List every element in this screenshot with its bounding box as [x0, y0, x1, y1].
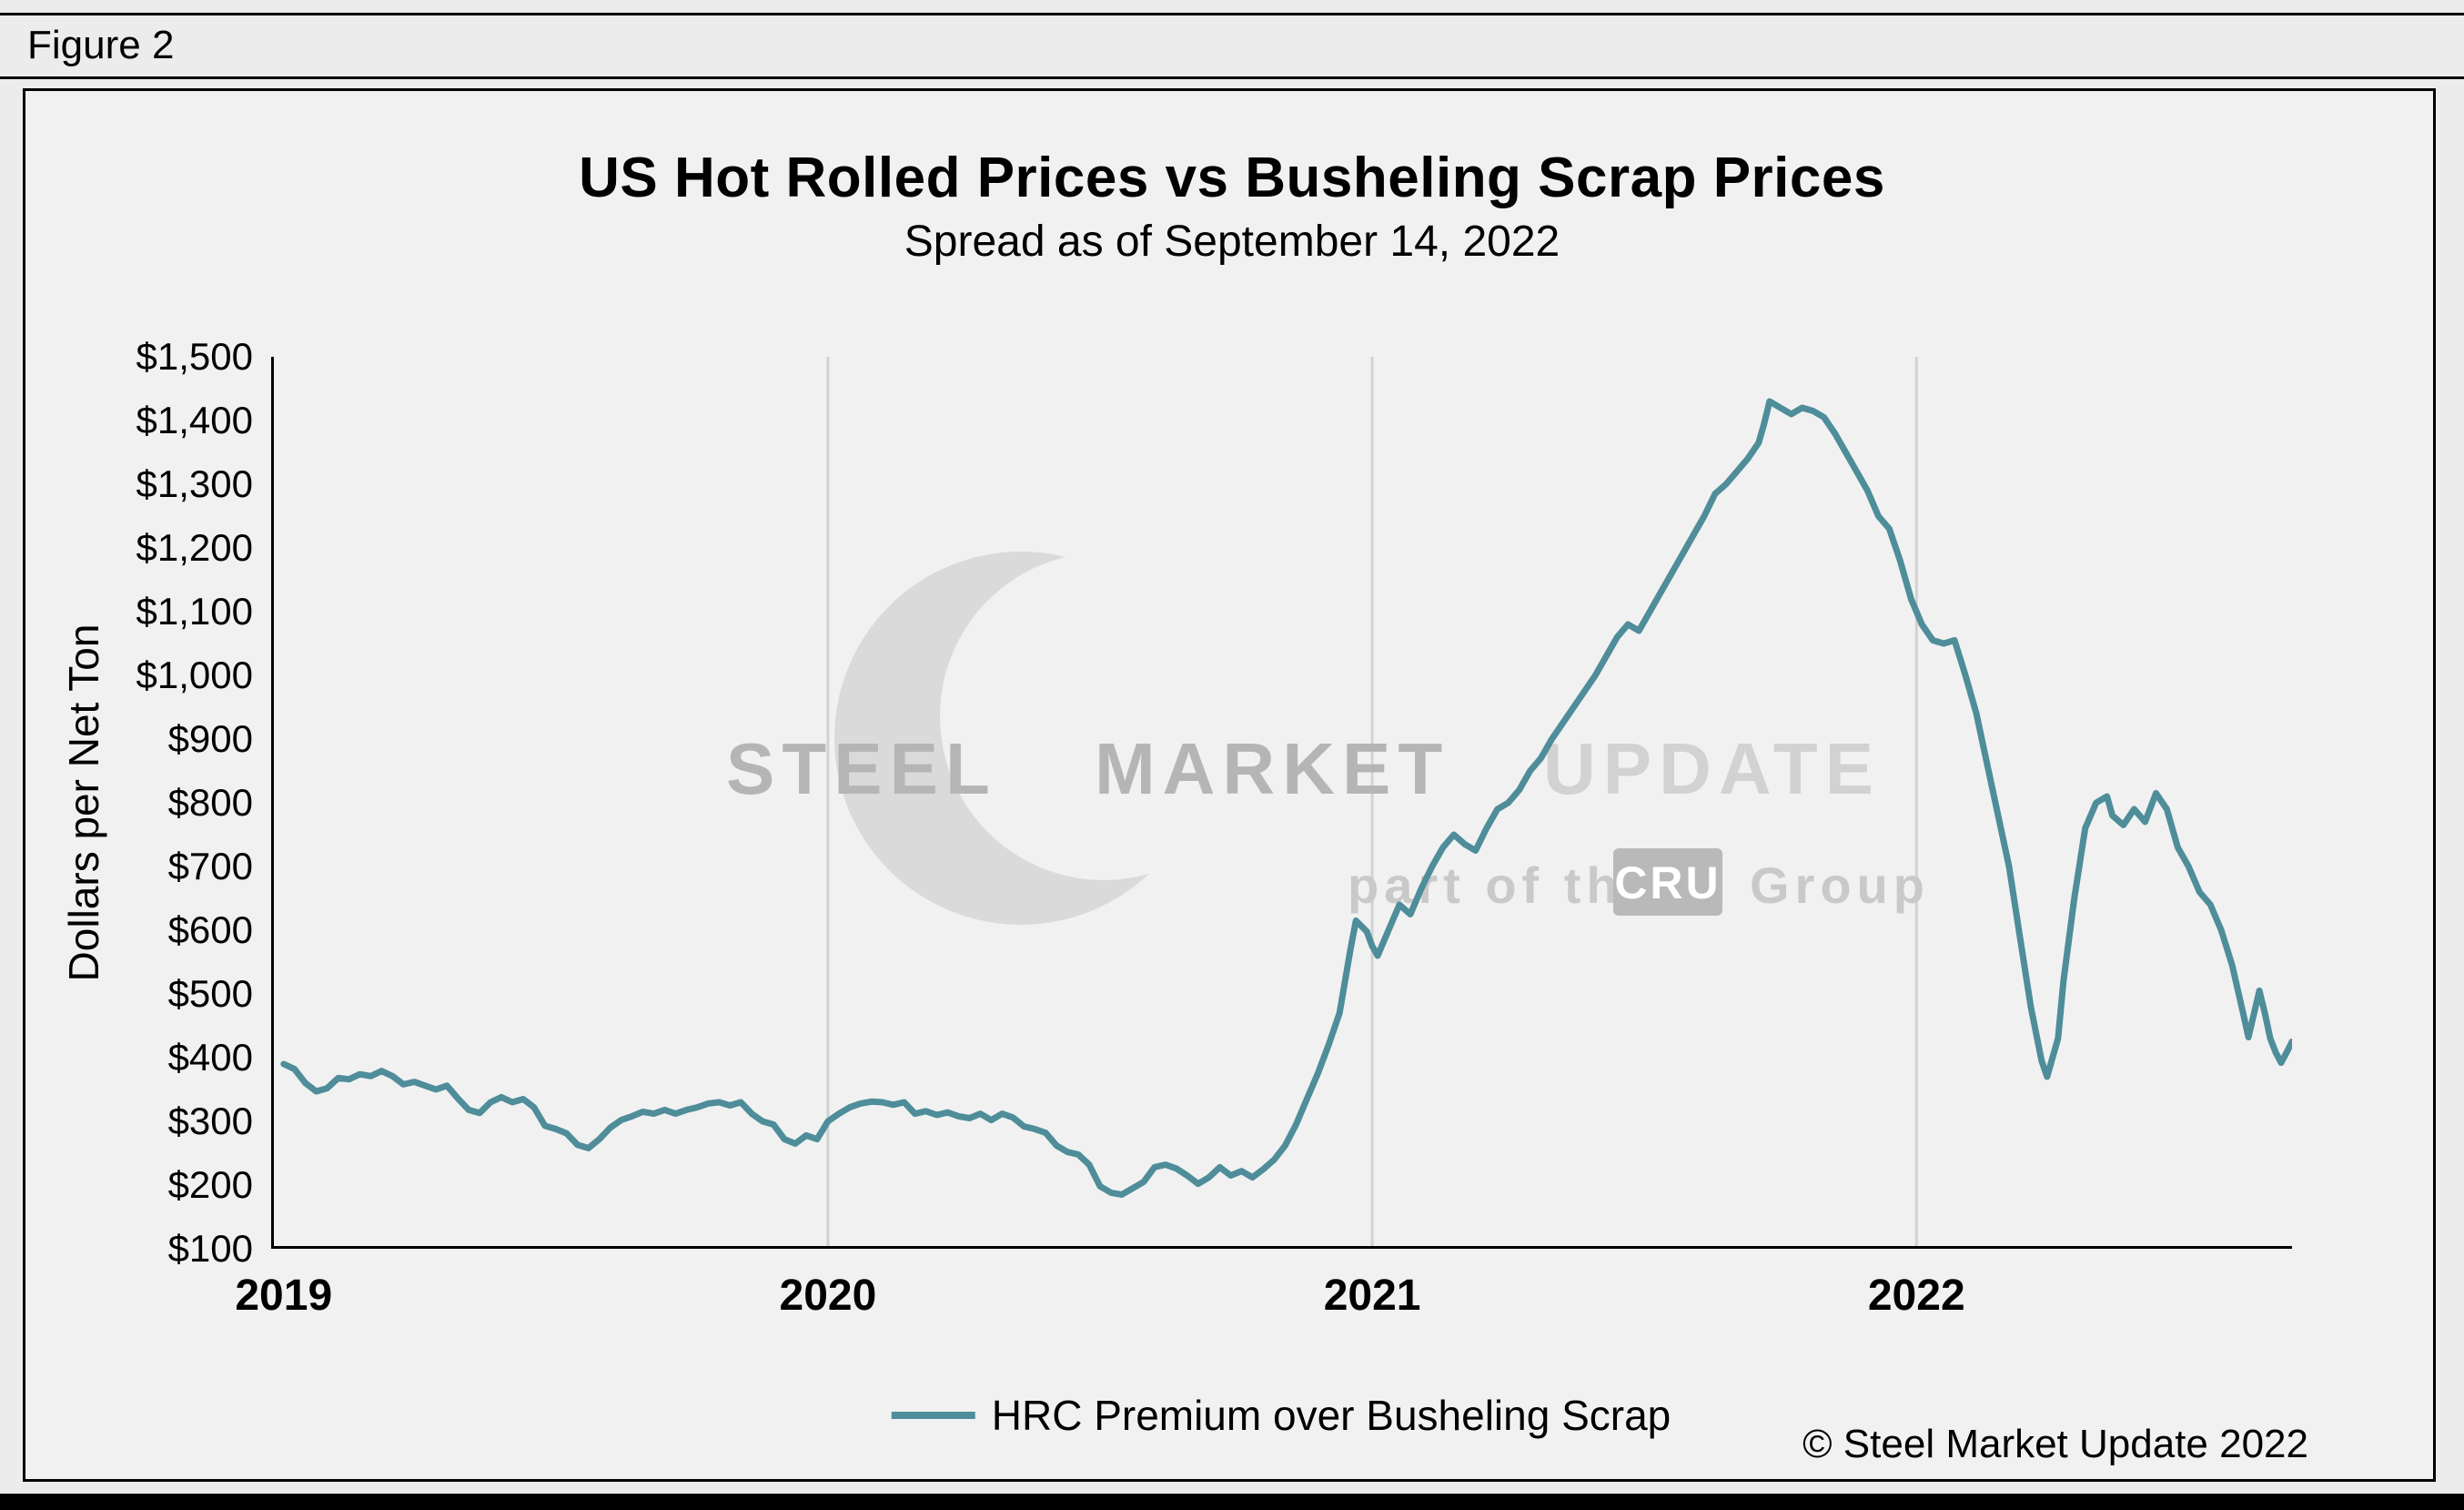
y-tick-label: $1,200: [136, 526, 253, 569]
y-tick-label: $100: [167, 1227, 253, 1270]
y-tick-label: $400: [167, 1036, 253, 1079]
y-tick-label: $1,100: [136, 590, 253, 633]
legend-line-swatch: [891, 1412, 975, 1419]
y-tick-label: $900: [167, 717, 253, 760]
plot-area: STEEL MARKET UPDATE part of the CRU Grou…: [271, 357, 2292, 1249]
figure-label: Figure 2: [27, 23, 175, 67]
watermark-tagline-suffix: Group: [1750, 856, 1930, 914]
watermark-tagline-prefix: part of the: [1348, 856, 1657, 914]
watermark-word-market: MARKET: [1095, 728, 1449, 809]
top-border-line: [0, 13, 2464, 15]
chart-subtitle: Spread as of September 14, 2022: [904, 218, 1560, 266]
x-tick-label: 2022: [1867, 1272, 1965, 1320]
y-tick-label: $500: [167, 972, 253, 1015]
y-tick-label: $300: [167, 1100, 253, 1142]
x-tick-label: 2020: [779, 1272, 877, 1320]
svg-text:STEEL MARKET U: STEEL MARKET UPDATE: [726, 728, 1881, 809]
x-tick-label: 2019: [235, 1272, 333, 1320]
data-line-layer: [280, 398, 2292, 1198]
watermark-crescent-cutout: [940, 552, 1267, 880]
legend: HRC Premium over Busheling Scrap: [891, 1391, 1671, 1440]
gridline-layer: [271, 357, 2292, 1249]
watermark-word-update: UPDATE: [1543, 728, 1881, 809]
y-tick-label: $800: [167, 781, 253, 824]
y-tick-label: $1,000: [136, 654, 253, 696]
y-tick-label: $200: [167, 1163, 253, 1206]
y-tick-label: $1,400: [136, 399, 253, 441]
legend-label: HRC Premium over Busheling Scrap: [991, 1392, 1671, 1439]
x-tick-label: 2021: [1323, 1272, 1421, 1320]
watermark-word-steel: STEEL: [726, 728, 995, 809]
header-divider-line: [0, 76, 2464, 79]
watermark: STEEL MARKET UPDATE part of the CRU Grou…: [726, 552, 1930, 925]
y-tick-label: $1,500: [136, 335, 253, 378]
bottom-border-bar: [0, 1494, 2464, 1510]
y-tick-label: $1,300: [136, 462, 253, 505]
copyright-text: © Steel Market Update 2022: [1803, 1422, 2308, 1466]
cru-logo-text: CRU: [1614, 857, 1721, 908]
chart-title: US Hot Rolled Prices vs Busheling Scrap …: [579, 147, 1885, 209]
data-series-line: [280, 398, 2292, 1198]
y-tick-label: $700: [167, 845, 253, 887]
y-tick-label: $600: [167, 908, 253, 951]
cru-logo-box: [1613, 848, 1722, 916]
